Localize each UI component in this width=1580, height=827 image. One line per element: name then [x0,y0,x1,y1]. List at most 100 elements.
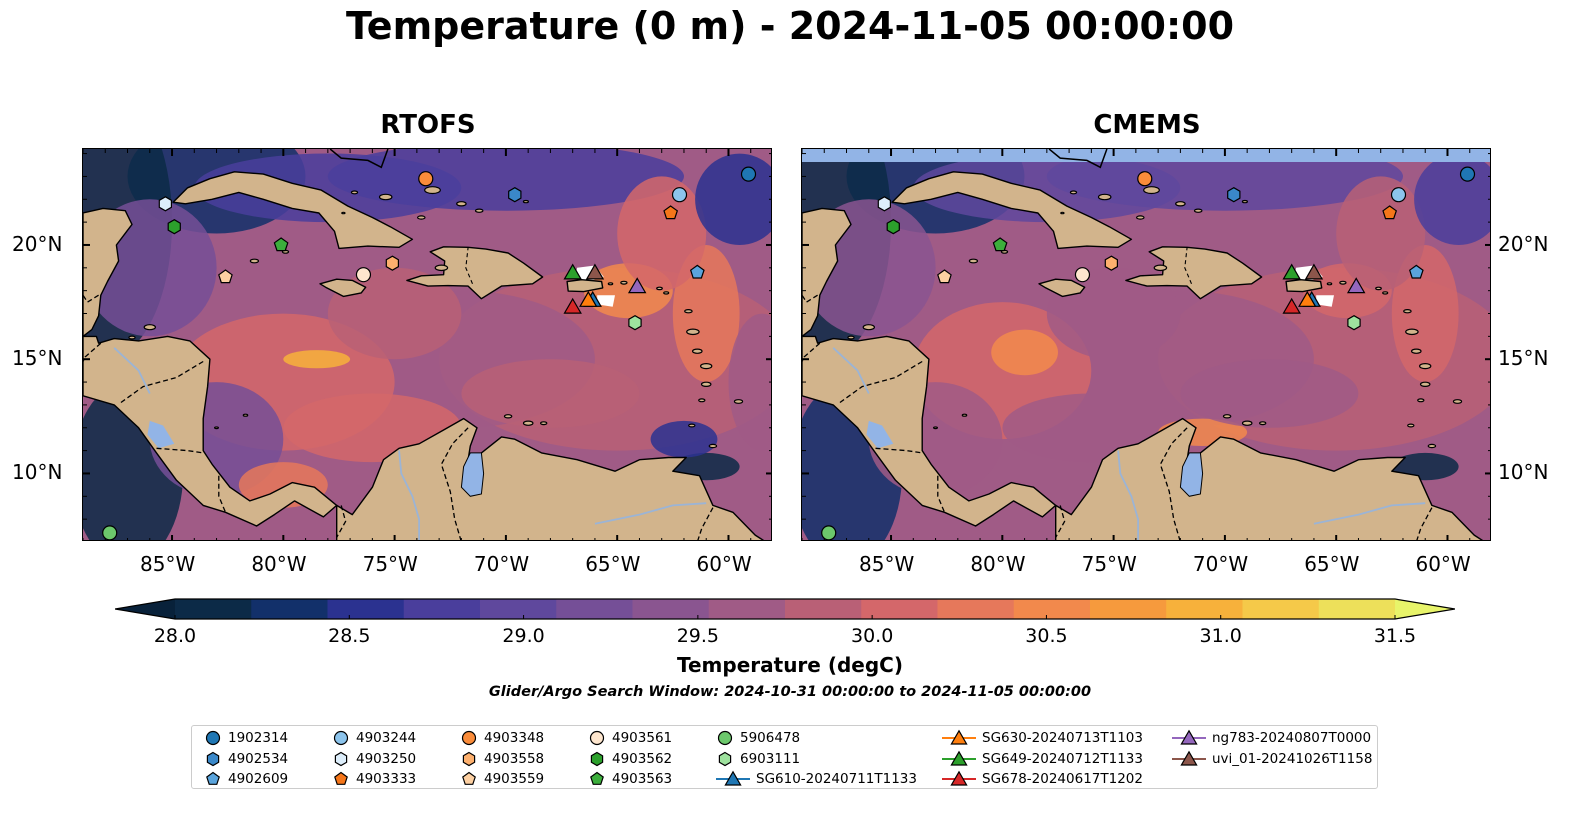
legend-marker-icon [334,751,348,766]
legend-label: SG630-20240713T1103 [982,730,1143,746]
island [733,399,744,404]
legend-entry: SG649-20240712T1133 [942,749,1143,769]
colorbar-segment [403,599,481,619]
colorbar-segment [1318,599,1396,619]
legend-label: 4903333 [356,771,417,787]
island [1452,399,1463,404]
island [456,201,467,207]
platform-marker [102,525,118,540]
legend-marker-icon [589,730,605,746]
island [1419,363,1432,370]
colorbar-under [115,599,175,619]
legend-marker [461,730,477,746]
island [684,308,693,314]
legend-entry: 4903559 [460,769,544,789]
country-border [218,475,227,513]
legend-line-triangle-icon [942,750,976,766]
legend-label: 1902314 [228,730,289,746]
island [1143,186,1160,195]
island [663,291,670,295]
legend-label: SG649-20240712T1133 [982,750,1143,767]
colorbar-segment [937,599,1015,619]
island [1419,381,1431,387]
legend: 1902314 4902534 4902609 4903244 4903250 49033… [191,725,1378,789]
panel-title-rtofs: RTOFS [380,110,476,140]
platform-markers [821,166,1476,540]
lon-tick-label: 70°W [1192,552,1249,576]
colorbar-segment [175,599,252,619]
island [1193,208,1203,213]
legend-marker-icon [334,771,348,785]
legend-entry: 5906478 [716,728,800,748]
temperature-patch [283,350,351,369]
island [474,208,484,213]
platform-marker [992,237,1008,252]
land-bahamas [329,149,389,169]
legend-marker-icon [206,771,220,785]
legend-marker-icon [718,751,732,766]
platform-marker [1282,263,1301,280]
island [968,258,979,264]
colorbar-segment [1166,599,1244,619]
lon-tick-label: 80°W [251,552,307,576]
legend-marker [718,751,732,766]
island [416,215,426,220]
legend-label: 4903244 [356,730,417,746]
island [708,443,718,449]
platform-marker [1408,264,1424,279]
lake-nicaragua [147,420,175,449]
map-svg [802,149,1490,540]
lon-tick-label: 85°W [859,552,915,576]
platform-marker [1104,255,1118,271]
island [1382,291,1389,295]
platform-marker [1347,315,1361,331]
island [656,286,663,291]
temperature-patch [1180,359,1359,428]
legend-line-triangle-icon [716,770,750,786]
river [832,347,870,394]
legend-marker [590,771,604,785]
legend-entry: 4903348 [460,728,544,748]
legend-marker-icon [461,730,477,746]
country-border [1184,247,1193,285]
country-border [1055,505,1066,538]
legend-entry: 4903563 [588,769,672,789]
lon-tick-label: 65°W [585,552,641,576]
temperature-patch [1391,245,1459,382]
colorbar-segment [1242,599,1320,619]
platform-marker [740,166,757,182]
platform-marker [1137,171,1153,187]
legend-entry: 4903558 [460,749,544,769]
land-cuba [891,171,1133,250]
platform-marker [355,267,372,283]
nodata-patch [1316,295,1334,307]
legend-marker-icon [462,771,476,785]
land-puerto-rico [1285,278,1323,293]
country-border [336,505,347,538]
land-jamaica [319,278,367,298]
legend-entry: SG630-20240713T1103 [942,728,1143,748]
land-yucatan [802,207,852,338]
platform-marker [585,263,605,280]
platform-marker [877,196,892,212]
lat-tick-label-left: 15°N [12,346,63,371]
platform-marker [418,171,434,187]
platform-marker [1390,187,1407,203]
platform-marker [1074,267,1091,283]
colorbar-tick-label: 31.5 [1373,625,1417,647]
colorbar-segment [708,599,786,619]
river [594,502,707,525]
legend-line-triangle-icon [1172,750,1206,766]
legend-label: ng783-20240807T0000 [1212,730,1372,746]
island [933,426,939,430]
temperature-patch [461,359,640,428]
lat-tick-label-right: 10°N [1498,460,1549,485]
island [522,199,529,204]
legend-label: 4902534 [228,750,289,767]
legend-entry: 4903562 [588,749,672,769]
island [847,335,855,340]
land-hispaniola [406,246,544,300]
colorbar-segment [1090,599,1167,619]
legend-entry: uvi_01-20241026T1158 [1172,749,1372,769]
legend-marker [205,730,221,746]
